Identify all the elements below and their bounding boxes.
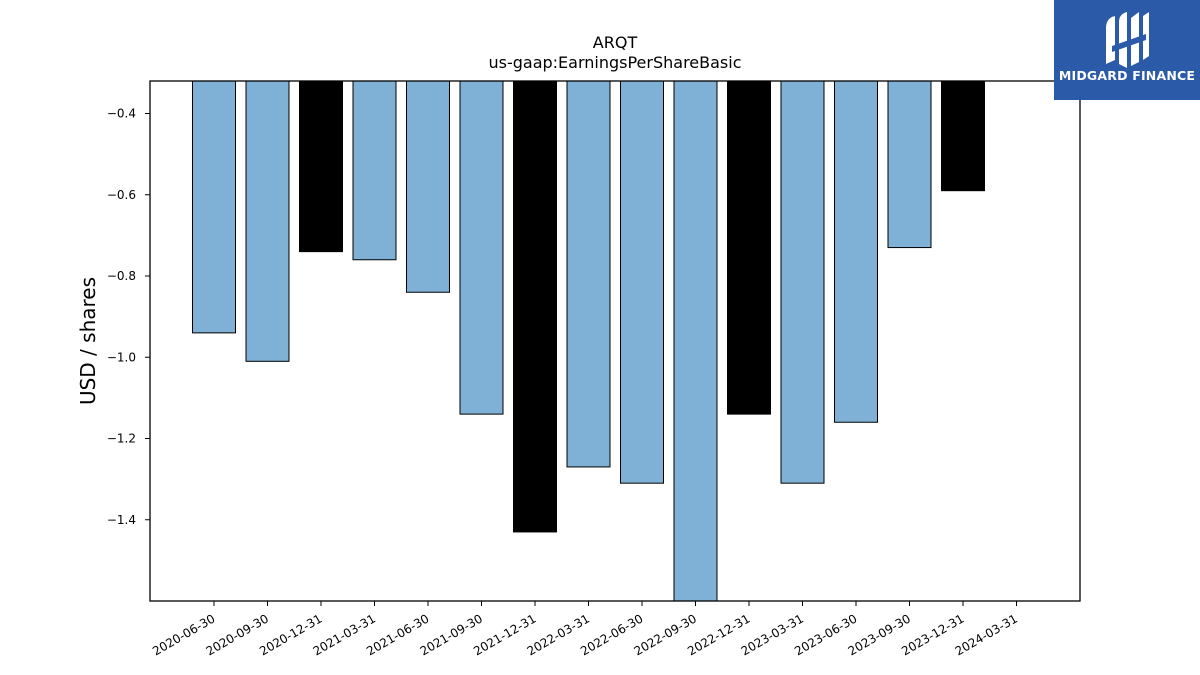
y-tick-label: −0.8 xyxy=(107,269,136,283)
bar-2020-06-30 xyxy=(192,80,236,334)
y-tick-label: −0.4 xyxy=(107,107,136,121)
logo-text: MIDGARD FINANCE xyxy=(1058,68,1196,83)
chart-subtitle: us-gaap:EarningsPerShareBasic xyxy=(488,53,741,72)
y-tick-label: −0.6 xyxy=(107,188,136,202)
bar-2023-12-31 xyxy=(941,80,985,192)
y-tick-label: −1.0 xyxy=(107,350,136,364)
bar-2022-03-31 xyxy=(566,80,611,468)
y-tick-label: −1.2 xyxy=(107,432,136,446)
y-tick-label: −1.4 xyxy=(107,513,136,527)
bar-2023-09-30 xyxy=(887,80,932,249)
bar-2020-12-31 xyxy=(299,80,343,253)
y-axis-label: USD / shares xyxy=(76,277,100,405)
bar-2023-06-30 xyxy=(834,80,878,423)
bar-2020-09-30 xyxy=(245,80,290,362)
bar-2022-12-31 xyxy=(727,80,771,415)
bar-2023-03-31 xyxy=(780,80,825,484)
bar-2021-03-31 xyxy=(352,80,397,261)
y-ticks-group: −0.4 −0.6 −0.8 −1.0 −1.2 −1.4 xyxy=(107,107,150,527)
plot-frame xyxy=(149,80,1081,602)
chart-title: ARQT xyxy=(593,33,638,52)
bar-2021-06-30 xyxy=(406,80,450,293)
bar-2021-12-31 xyxy=(513,80,557,533)
x-ticks-group: 2020-06-302020-09-302020-12-312021-03-31… xyxy=(150,601,1020,658)
bar-2021-09-30 xyxy=(459,80,504,415)
midgard-logo-icon xyxy=(1106,12,1149,68)
bar-2022-09-30 xyxy=(673,80,718,602)
bars-group xyxy=(192,80,985,602)
midgard-logo: MIDGARD FINANCE xyxy=(1054,0,1200,100)
bar-2022-06-30 xyxy=(620,80,664,484)
